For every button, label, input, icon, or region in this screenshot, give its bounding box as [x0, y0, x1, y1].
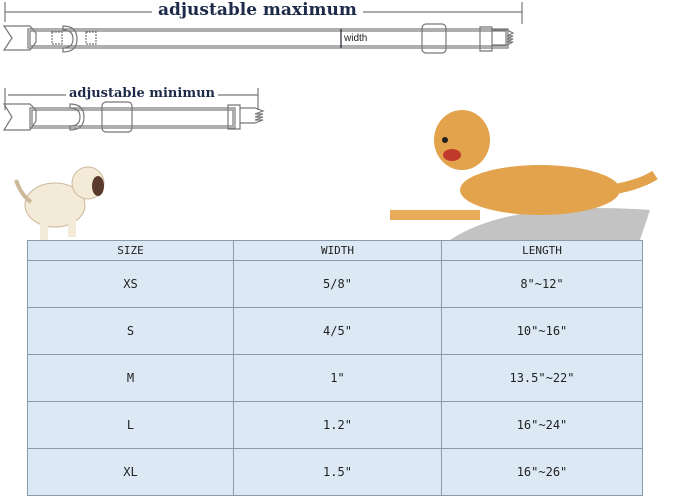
cell-width: 1.5" — [233, 448, 442, 496]
buckle-male-icon — [479, 26, 515, 52]
collar-diagram — [2, 2, 658, 240]
cell-size: S — [27, 307, 234, 355]
cell-width: 5/8" — [233, 260, 442, 308]
cell-length: 8"~12" — [441, 260, 643, 308]
golden-retriever-illustration — [390, 110, 658, 240]
cell-width: 1" — [233, 354, 442, 402]
puppy-illustration — [14, 166, 105, 240]
cell-size: XL — [27, 448, 234, 496]
cell-length: 10"~16" — [441, 307, 643, 355]
cell-length: 16"~24" — [441, 401, 643, 449]
size-chart-table: SIZE WIDTH LENGTH XS 5/8" 8"~12" S 4/5" 10"~… — [27, 240, 643, 496]
d-ring-icon — [62, 25, 78, 53]
table-row: M 1" 13.5"~22" — [27, 354, 643, 402]
adjustable-minimum-label: adjustable minimun — [66, 86, 218, 101]
table-row: XS 5/8" 8"~12" — [27, 260, 643, 308]
cell-length: 16"~26" — [441, 448, 643, 496]
cell-size: L — [27, 401, 234, 449]
table-row: S 4/5" 10"~16" — [27, 307, 643, 355]
header-width: WIDTH — [233, 240, 442, 261]
table-row: XL 1.5" 16"~26" — [27, 448, 643, 496]
cell-size: XS — [27, 260, 234, 308]
table-header-row: SIZE WIDTH LENGTH — [27, 240, 643, 261]
header-size: SIZE — [27, 240, 234, 261]
table-row: L 1.2" 16"~24" — [27, 401, 643, 449]
header-length: LENGTH — [441, 240, 643, 261]
cell-width: 1.2" — [233, 401, 442, 449]
cell-size: M — [27, 354, 234, 402]
cell-length: 13.5"~22" — [441, 354, 643, 402]
width-label: width — [344, 33, 368, 44]
cell-width: 4/5" — [233, 307, 442, 355]
slider-buckle-icon — [421, 23, 447, 54]
adjustable-maximum-label: adjustable maximum — [152, 0, 363, 20]
